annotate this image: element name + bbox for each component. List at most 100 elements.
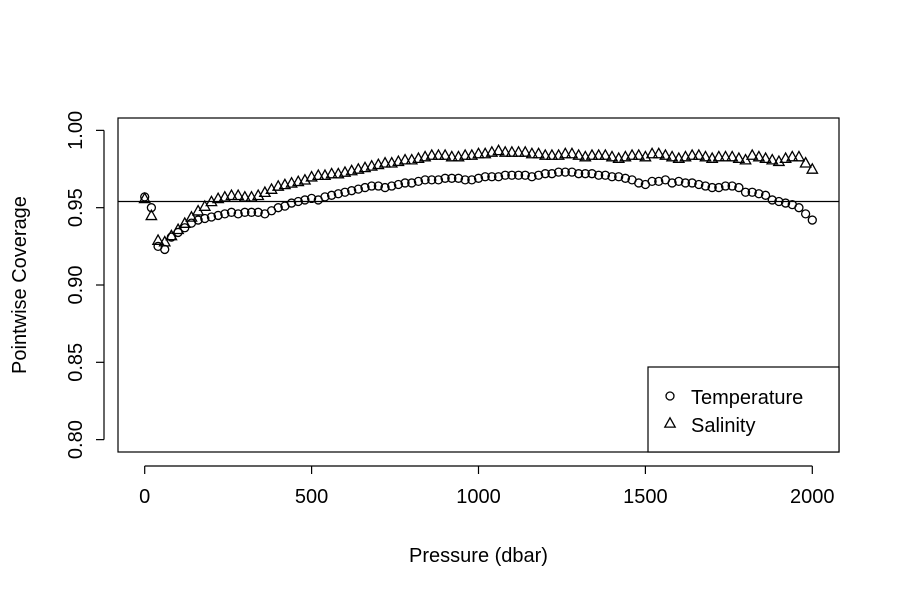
salinity-point bbox=[592, 148, 605, 160]
temperature-point bbox=[427, 175, 437, 185]
salinity-point bbox=[545, 148, 559, 160]
salinity-point bbox=[599, 148, 612, 160]
salinity-point bbox=[792, 150, 806, 162]
temperature-point bbox=[594, 170, 604, 180]
salinity-point bbox=[178, 216, 192, 228]
temperature-point bbox=[560, 167, 570, 177]
salinity-point bbox=[512, 145, 525, 157]
temperature-point bbox=[694, 179, 704, 190]
temperature-point bbox=[654, 176, 664, 187]
salinity-point bbox=[565, 147, 579, 159]
salinity-point bbox=[398, 153, 412, 165]
salinity-point bbox=[659, 148, 672, 160]
salinity-point bbox=[652, 147, 666, 159]
temperature-point bbox=[767, 195, 777, 205]
salinity-point bbox=[558, 147, 572, 159]
salinity-point bbox=[799, 156, 812, 168]
salinity-point bbox=[752, 150, 766, 162]
salinity-point bbox=[432, 148, 445, 160]
salinity-point bbox=[632, 148, 646, 160]
salinity-point bbox=[425, 148, 439, 160]
temperature-point bbox=[667, 178, 677, 188]
salinity-point bbox=[805, 162, 819, 174]
temperature-point bbox=[306, 193, 317, 204]
temperature-point bbox=[567, 167, 577, 177]
temperature-point bbox=[520, 170, 530, 180]
temperature-point bbox=[453, 173, 464, 183]
temperature-point bbox=[460, 175, 470, 185]
temperature-point bbox=[440, 173, 450, 183]
salinity-point bbox=[185, 210, 198, 222]
temperature-point bbox=[407, 178, 417, 188]
legend: Temperature Salinity bbox=[647, 366, 840, 453]
temperature-point bbox=[347, 186, 357, 196]
temperature-point bbox=[493, 172, 504, 182]
salinity-point bbox=[759, 151, 772, 164]
temperature-point bbox=[320, 192, 330, 202]
temperature-point bbox=[800, 209, 811, 219]
temperature-point bbox=[293, 196, 303, 207]
salinity-point bbox=[605, 150, 619, 162]
temperature-point bbox=[513, 170, 524, 180]
salinity-point bbox=[585, 148, 599, 160]
x-tick-label: 500 bbox=[295, 486, 328, 508]
temperature-point bbox=[540, 169, 550, 179]
temperature-point bbox=[727, 181, 737, 191]
temperature-point bbox=[333, 189, 343, 199]
legend-marker-salinity bbox=[663, 416, 677, 428]
x-tick-label: 1000 bbox=[456, 486, 501, 508]
temperature-point bbox=[600, 170, 610, 180]
salinity-point bbox=[692, 148, 706, 160]
temperature-point bbox=[353, 184, 363, 194]
temperature-point bbox=[413, 176, 424, 187]
temperature-point bbox=[360, 182, 370, 193]
salinity-point bbox=[505, 145, 519, 157]
temperature-point bbox=[200, 213, 210, 224]
salinity-point bbox=[572, 148, 585, 160]
x-tick-label: 0 bbox=[139, 486, 150, 508]
temperature-point bbox=[747, 187, 757, 197]
temperature-point bbox=[580, 169, 590, 179]
x-axis: 0 500 1000 1500 2000 bbox=[139, 465, 835, 508]
salinity-point bbox=[685, 148, 699, 160]
temperature-point bbox=[794, 203, 804, 213]
temperature-point bbox=[193, 215, 203, 225]
salinity-point bbox=[171, 222, 185, 235]
salinity-point bbox=[151, 233, 165, 245]
temperature-point bbox=[473, 173, 484, 183]
temperature-point bbox=[480, 172, 490, 182]
salinity-point bbox=[145, 208, 158, 221]
salinity-point bbox=[138, 191, 152, 204]
temperature-point bbox=[286, 198, 297, 208]
temperature-point bbox=[760, 190, 771, 200]
temperature-point bbox=[206, 212, 217, 222]
salinity-point bbox=[165, 228, 178, 241]
temperature-point bbox=[687, 178, 697, 188]
temperature-point bbox=[213, 210, 223, 221]
temperature-point bbox=[547, 169, 557, 179]
salinity-point bbox=[445, 150, 459, 162]
salinity-point bbox=[325, 167, 338, 179]
temperature-point bbox=[553, 167, 564, 177]
temperature-point bbox=[226, 207, 237, 217]
temperature-point bbox=[807, 215, 817, 225]
salinity-point bbox=[472, 147, 485, 159]
temperature-point bbox=[146, 203, 157, 213]
y-tick-label: 0.85 bbox=[65, 343, 87, 382]
plot-frame bbox=[117, 117, 840, 453]
temperature-point bbox=[680, 178, 691, 188]
temperature-point bbox=[700, 181, 711, 191]
legend-label-temperature: Temperature bbox=[691, 387, 803, 409]
temperature-point bbox=[573, 169, 584, 179]
temperature-point bbox=[373, 181, 384, 191]
salinity-point bbox=[378, 156, 392, 168]
salinity-point bbox=[745, 148, 759, 160]
temperature-point bbox=[500, 170, 510, 180]
temperature-point bbox=[300, 195, 310, 205]
salinity-point bbox=[438, 148, 452, 160]
temperature-point bbox=[487, 172, 497, 182]
salinity-point bbox=[725, 150, 739, 162]
salinity-point bbox=[311, 168, 325, 181]
legend-box bbox=[647, 366, 840, 453]
temperature-point bbox=[467, 175, 477, 185]
